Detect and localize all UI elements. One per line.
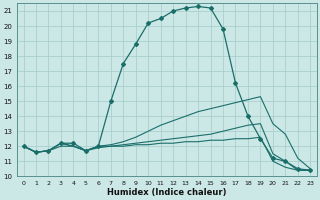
X-axis label: Humidex (Indice chaleur): Humidex (Indice chaleur) [107, 188, 227, 197]
